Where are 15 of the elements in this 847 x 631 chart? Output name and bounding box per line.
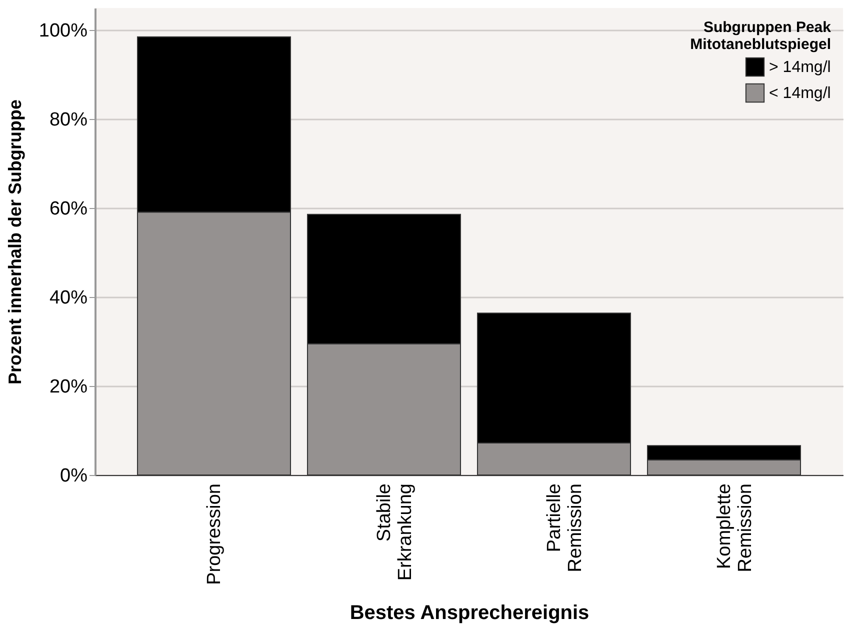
x-axis-title: Bestes Ansprechereignis [350,602,590,624]
y-tick-label: 40% [49,288,88,309]
y-tick-label: 60% [49,198,88,220]
x-tick-label: Komplette Remission [714,484,756,572]
legend-label: > 14mg/l [769,59,831,76]
legend-title: Subgruppen Peak Mitotaneblutspiegel [690,19,832,53]
x-tick-label: Progression [204,484,225,585]
legend-label: < 14mg/l [769,85,831,102]
x-tick-label: Stabile Erkrankung [374,484,416,581]
y-tick-label: 80% [49,110,88,131]
y-tick-label: 0% [60,466,88,486]
y-tick-label: 20% [49,376,88,398]
y-axis-title: Prozent innerhalb der Subgruppe [4,99,25,385]
y-tick-label: 100% [38,20,88,42]
x-tick-label: Partielle Remission [544,484,586,572]
